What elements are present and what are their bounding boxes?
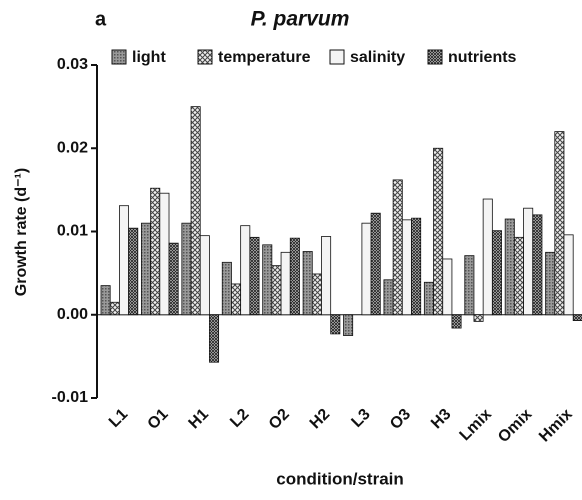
x-tick-label: Omix xyxy=(495,406,535,446)
y-axis-label: Growth rate (d⁻¹) xyxy=(13,168,30,296)
bar xyxy=(545,251,556,316)
legend-swatch xyxy=(329,49,345,65)
bar xyxy=(100,285,111,316)
bar xyxy=(240,225,251,316)
legend-swatch xyxy=(197,49,213,65)
bar xyxy=(370,212,381,316)
y-tick-label: 0.02 xyxy=(57,139,88,156)
legend-label: light xyxy=(132,49,166,66)
y-tick-label: -0.01 xyxy=(52,389,89,406)
bar xyxy=(411,217,422,316)
bar xyxy=(128,227,139,316)
bar xyxy=(513,236,524,316)
bar xyxy=(442,258,453,316)
x-tick-label: Hmix xyxy=(536,406,576,446)
bar xyxy=(321,236,332,316)
bar xyxy=(504,218,515,316)
bar xyxy=(311,273,322,316)
bar xyxy=(491,230,502,316)
bar xyxy=(199,235,210,316)
bar xyxy=(532,214,543,316)
x-tick-label: O1 xyxy=(145,406,172,433)
bar xyxy=(150,187,161,316)
bar xyxy=(109,301,120,316)
bar xyxy=(343,314,354,336)
bar xyxy=(392,179,403,316)
bar xyxy=(141,222,152,316)
legend-swatch xyxy=(111,49,127,65)
bar xyxy=(181,222,192,316)
bar xyxy=(563,234,574,316)
bar xyxy=(119,205,130,316)
bar xyxy=(361,222,372,316)
legend-label: salinity xyxy=(350,49,405,66)
legend-swatch xyxy=(427,49,443,65)
bar xyxy=(221,261,232,316)
bar xyxy=(231,283,242,316)
panel-label: a xyxy=(95,8,107,30)
bar xyxy=(433,147,444,316)
bar xyxy=(523,207,534,316)
legend-label: temperature xyxy=(218,49,311,66)
bar xyxy=(572,314,582,321)
y-tick-label: 0.01 xyxy=(57,223,88,240)
bar xyxy=(473,314,484,322)
x-tick-label: O3 xyxy=(387,406,414,433)
bar xyxy=(423,281,434,316)
x-tick-label: H1 xyxy=(186,406,213,433)
bar xyxy=(383,279,394,316)
x-tick-label: H3 xyxy=(428,406,455,433)
bar xyxy=(168,242,179,316)
bar xyxy=(302,251,313,316)
bar xyxy=(209,314,220,363)
x-tick-label: L2 xyxy=(227,406,252,431)
y-tick-label: 0.03 xyxy=(57,56,88,73)
x-tick-label: Lmix xyxy=(457,406,496,445)
bar xyxy=(262,244,273,316)
bar xyxy=(330,314,341,335)
legend-label: nutrients xyxy=(448,49,517,66)
bar xyxy=(190,106,201,316)
bar xyxy=(401,219,412,316)
bar xyxy=(280,251,291,316)
bar xyxy=(249,236,260,316)
x-tick-label: H2 xyxy=(307,406,334,433)
x-axis-label: condition/strain xyxy=(276,469,404,488)
bar xyxy=(464,255,475,316)
bar xyxy=(289,237,300,316)
x-tick-label: L1 xyxy=(106,406,131,431)
x-tick-label: L3 xyxy=(348,406,373,431)
bar xyxy=(482,198,493,316)
bar xyxy=(159,192,170,316)
bar xyxy=(271,265,282,316)
chart-title: P. parvum xyxy=(251,8,350,31)
x-tick-label: O2 xyxy=(266,406,293,433)
bar xyxy=(451,314,462,329)
y-tick-label: 0.00 xyxy=(57,306,88,323)
bar xyxy=(554,131,565,316)
